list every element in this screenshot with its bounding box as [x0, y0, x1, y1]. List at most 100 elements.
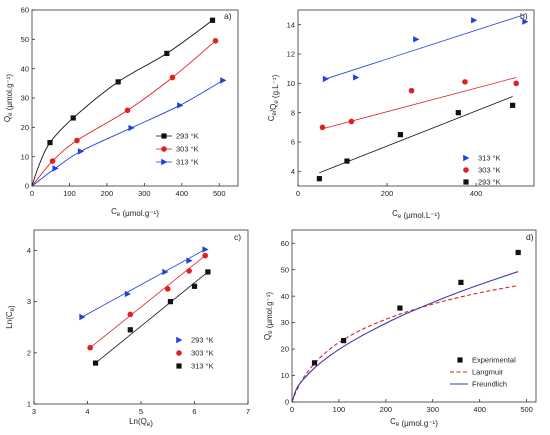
data-point: [458, 279, 464, 285]
data-point: [202, 252, 208, 259]
data-point: [220, 77, 227, 84]
data-point: [455, 110, 461, 116]
data-point: [87, 344, 93, 351]
x-tick-label: 6: [192, 407, 196, 416]
x-tick-label: 0: [296, 189, 300, 198]
x-tick-label: 200: [101, 189, 114, 198]
legend-label: 293 °K: [176, 132, 199, 141]
x-tick-label: 400: [470, 189, 483, 198]
y-axis-label: Qe (μmol.g⁻¹): [263, 292, 274, 341]
x-tick-label: 400: [176, 189, 189, 198]
legend-label: Freundlich: [472, 380, 507, 389]
y-axis-label: Ln(Ce): [5, 305, 16, 329]
data-point: [52, 165, 59, 172]
data-point: [164, 286, 171, 292]
data-point: [167, 299, 174, 305]
model-line-freundlich: [291, 271, 519, 403]
legend-marker: [463, 167, 469, 173]
y-tick-label: 40: [281, 292, 289, 301]
y-tick-label: 10: [287, 79, 295, 88]
data-point: [186, 268, 192, 274]
data-point: [462, 79, 468, 85]
x-tick-label: 0: [30, 189, 34, 198]
data-point: [353, 74, 360, 81]
legend-label: 303 °K: [478, 166, 501, 175]
y-tick-label: 0: [285, 398, 289, 407]
legend-marker: [463, 179, 469, 185]
legend-marker: [161, 133, 167, 139]
data-point: [191, 283, 198, 289]
data-point: [316, 176, 322, 182]
legend-label: 313 °K: [478, 154, 501, 163]
data-point: [515, 249, 521, 256]
plot-frame: [297, 9, 535, 187]
y-tick-label: 1: [27, 400, 31, 409]
data-point: [162, 268, 169, 276]
data-point: [522, 18, 529, 25]
y-tick-label: 2: [27, 348, 31, 357]
y-tick-label: 0: [25, 182, 29, 191]
fit-line: [81, 249, 206, 318]
data-point: [344, 158, 350, 164]
y-tick-label: 4: [291, 167, 295, 176]
legend-label: 293 °K: [478, 178, 501, 187]
y-tick-label: 8: [291, 108, 295, 117]
data-point: [322, 75, 330, 83]
data-point: [186, 257, 193, 264]
x-axis-label: Ce (μmol.L⁻¹): [392, 209, 440, 220]
data-point: [169, 74, 176, 81]
data-point: [319, 124, 326, 131]
data-point: [177, 102, 184, 109]
data-point: [127, 327, 133, 333]
y-tick-label: 50: [281, 265, 289, 274]
y-tick-label: 40: [21, 64, 29, 73]
x-tick-label: 200: [380, 405, 393, 414]
y-tick-label: 30: [21, 94, 29, 103]
data-point: [209, 17, 216, 23]
y-tick-label: 20: [21, 123, 29, 132]
data-point: [510, 102, 516, 108]
legend-marker: [463, 154, 470, 162]
x-tick-label: 300: [427, 405, 440, 414]
legend-marker: [457, 357, 463, 363]
legend: 293 °K 303 °K 313 °K: [176, 336, 214, 371]
data-point: [202, 246, 209, 253]
x-axis-label: Ln(Qe): [129, 417, 153, 428]
model-line-langmuir: [291, 285, 519, 403]
x-tick-label: 5: [139, 407, 143, 416]
plot-frame: [291, 229, 537, 403]
legend: 293 °K 303 °K 313 °K: [156, 132, 199, 167]
x-tick-label: 300: [138, 189, 151, 198]
data-point: [341, 338, 347, 344]
legend-label: 303 °K: [176, 145, 199, 154]
y-axis-label: Ce/Qe (g.L⁻¹): [267, 74, 280, 121]
y-tick-label: 10: [21, 152, 29, 161]
legend-marker: [176, 350, 182, 356]
plot-frame: [33, 229, 249, 405]
legend-label: 293 °K: [191, 336, 214, 345]
fit-line: [325, 14, 526, 80]
legend-marker: [161, 146, 167, 152]
data-point: [70, 115, 76, 121]
data-point: [311, 360, 318, 366]
x-tick-label: 4: [85, 407, 89, 416]
x-tick-label: 400: [473, 405, 486, 414]
data-point: [124, 290, 132, 298]
data-point: [92, 360, 99, 366]
legend: Experimental Langmuir Freundlich: [450, 356, 516, 389]
y-tick-label: 12: [287, 50, 295, 59]
data-point: [212, 38, 219, 44]
y-axis-label: Qe (μmol.g⁻¹): [3, 74, 14, 123]
data-point: [128, 124, 135, 132]
data-point: [164, 50, 170, 57]
data-point: [397, 305, 403, 311]
y-tick-label: 4: [27, 246, 31, 255]
fit-line: [322, 77, 517, 130]
x-tick-label: 0: [290, 405, 294, 414]
y-tick-label: 14: [287, 20, 295, 29]
panel-tag: b): [520, 11, 528, 21]
data-point: [47, 139, 53, 146]
fit-line: [95, 271, 209, 364]
legend-label: 313 °K: [191, 362, 214, 371]
